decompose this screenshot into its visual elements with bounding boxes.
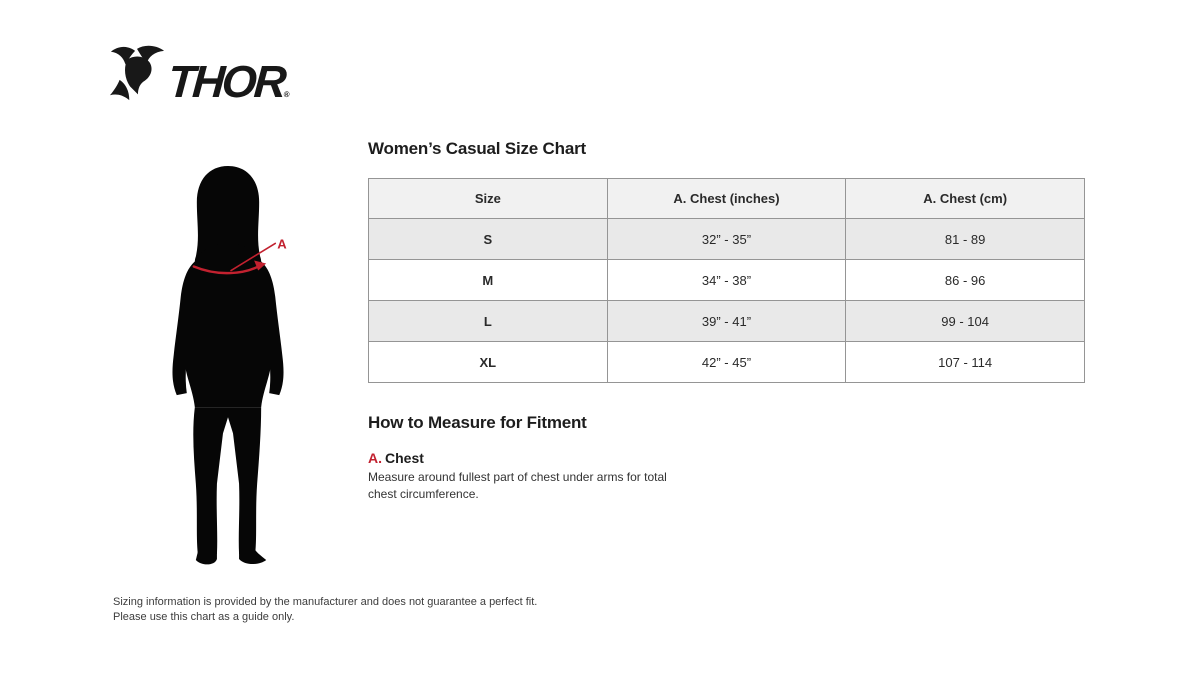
measure-item-chest: A. Chest Measure around fullest part of c… [368,450,728,502]
table-row: L 39” - 41” 99 - 104 [368,300,1085,342]
measure-item-name: Chest [385,450,424,466]
table-header-row: Size A. Chest (inches) A. Chest (cm) [368,178,1085,219]
column-header-size: Size [368,178,608,219]
chest-cm-cell: 107 - 114 [845,341,1085,383]
logo-text: THOR® [166,56,290,107]
size-table: Size A. Chest (inches) A. Chest (cm) S 3… [368,178,1085,383]
chest-inches-cell: 32” - 35” [606,218,847,260]
body-silhouette-figure: A [158,164,298,566]
table-row: S 32” - 35” 81 - 89 [368,218,1085,260]
measure-item-label: A. Chest [368,450,728,466]
column-header-chest-inches: A. Chest (inches) [606,178,847,219]
size-cell: L [368,300,608,342]
female-silhouette-icon: A [172,166,287,565]
how-to-measure-section: How to Measure for Fitment A. Chest Measu… [368,413,728,502]
size-cell: M [368,259,608,301]
registered-mark: ® [283,90,290,99]
footer-disclaimer: Sizing information is provided by the ma… [113,595,537,624]
measure-section-title: How to Measure for Fitment [368,413,587,432]
chest-cm-cell: 99 - 104 [845,300,1085,342]
thor-logo: THOR® [108,44,290,108]
measure-item-description: Measure around fullest part of chest und… [368,470,667,501]
chest-inches-cell: 42” - 45” [606,341,847,383]
size-cell: XL [368,341,608,383]
size-chart-title: Women’s Casual Size Chart [368,139,586,158]
chest-cm-cell: 81 - 89 [845,218,1085,260]
size-chart-section: Women’s Casual Size Chart Size A. Chest … [368,139,1085,383]
chest-label-a: A [277,236,287,251]
measure-item-letter: A. [368,450,382,466]
disclaimer-line-1: Sizing information is provided by the ma… [113,596,538,608]
table-row: XL 42” - 45” 107 - 114 [368,341,1085,383]
chest-inches-cell: 39” - 41” [606,300,847,342]
disclaimer-line-2: Please use this chart as a guide only. [113,610,295,623]
column-header-chest-cm: A. Chest (cm) [845,178,1085,219]
table-row: M 34” - 38” 86 - 96 [368,259,1085,301]
size-cell: S [368,218,608,260]
chest-cm-cell: 86 - 96 [845,259,1085,301]
chest-measure-line: A [192,236,287,275]
thor-goat-icon [109,45,165,101]
chest-inches-cell: 34” - 38” [606,259,847,301]
